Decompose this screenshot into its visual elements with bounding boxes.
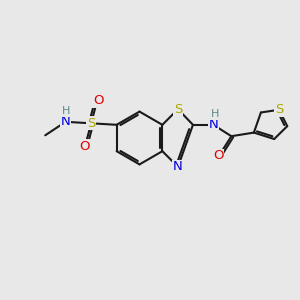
Text: O: O — [93, 94, 103, 107]
Text: S: S — [87, 117, 95, 130]
Text: O: O — [213, 149, 224, 162]
Text: N: N — [173, 160, 183, 173]
Text: H: H — [211, 109, 219, 119]
Text: O: O — [79, 140, 89, 153]
Text: H: H — [62, 106, 70, 116]
Text: N: N — [208, 118, 218, 131]
Text: S: S — [174, 103, 182, 116]
Text: N: N — [61, 115, 70, 128]
Text: S: S — [275, 103, 283, 116]
